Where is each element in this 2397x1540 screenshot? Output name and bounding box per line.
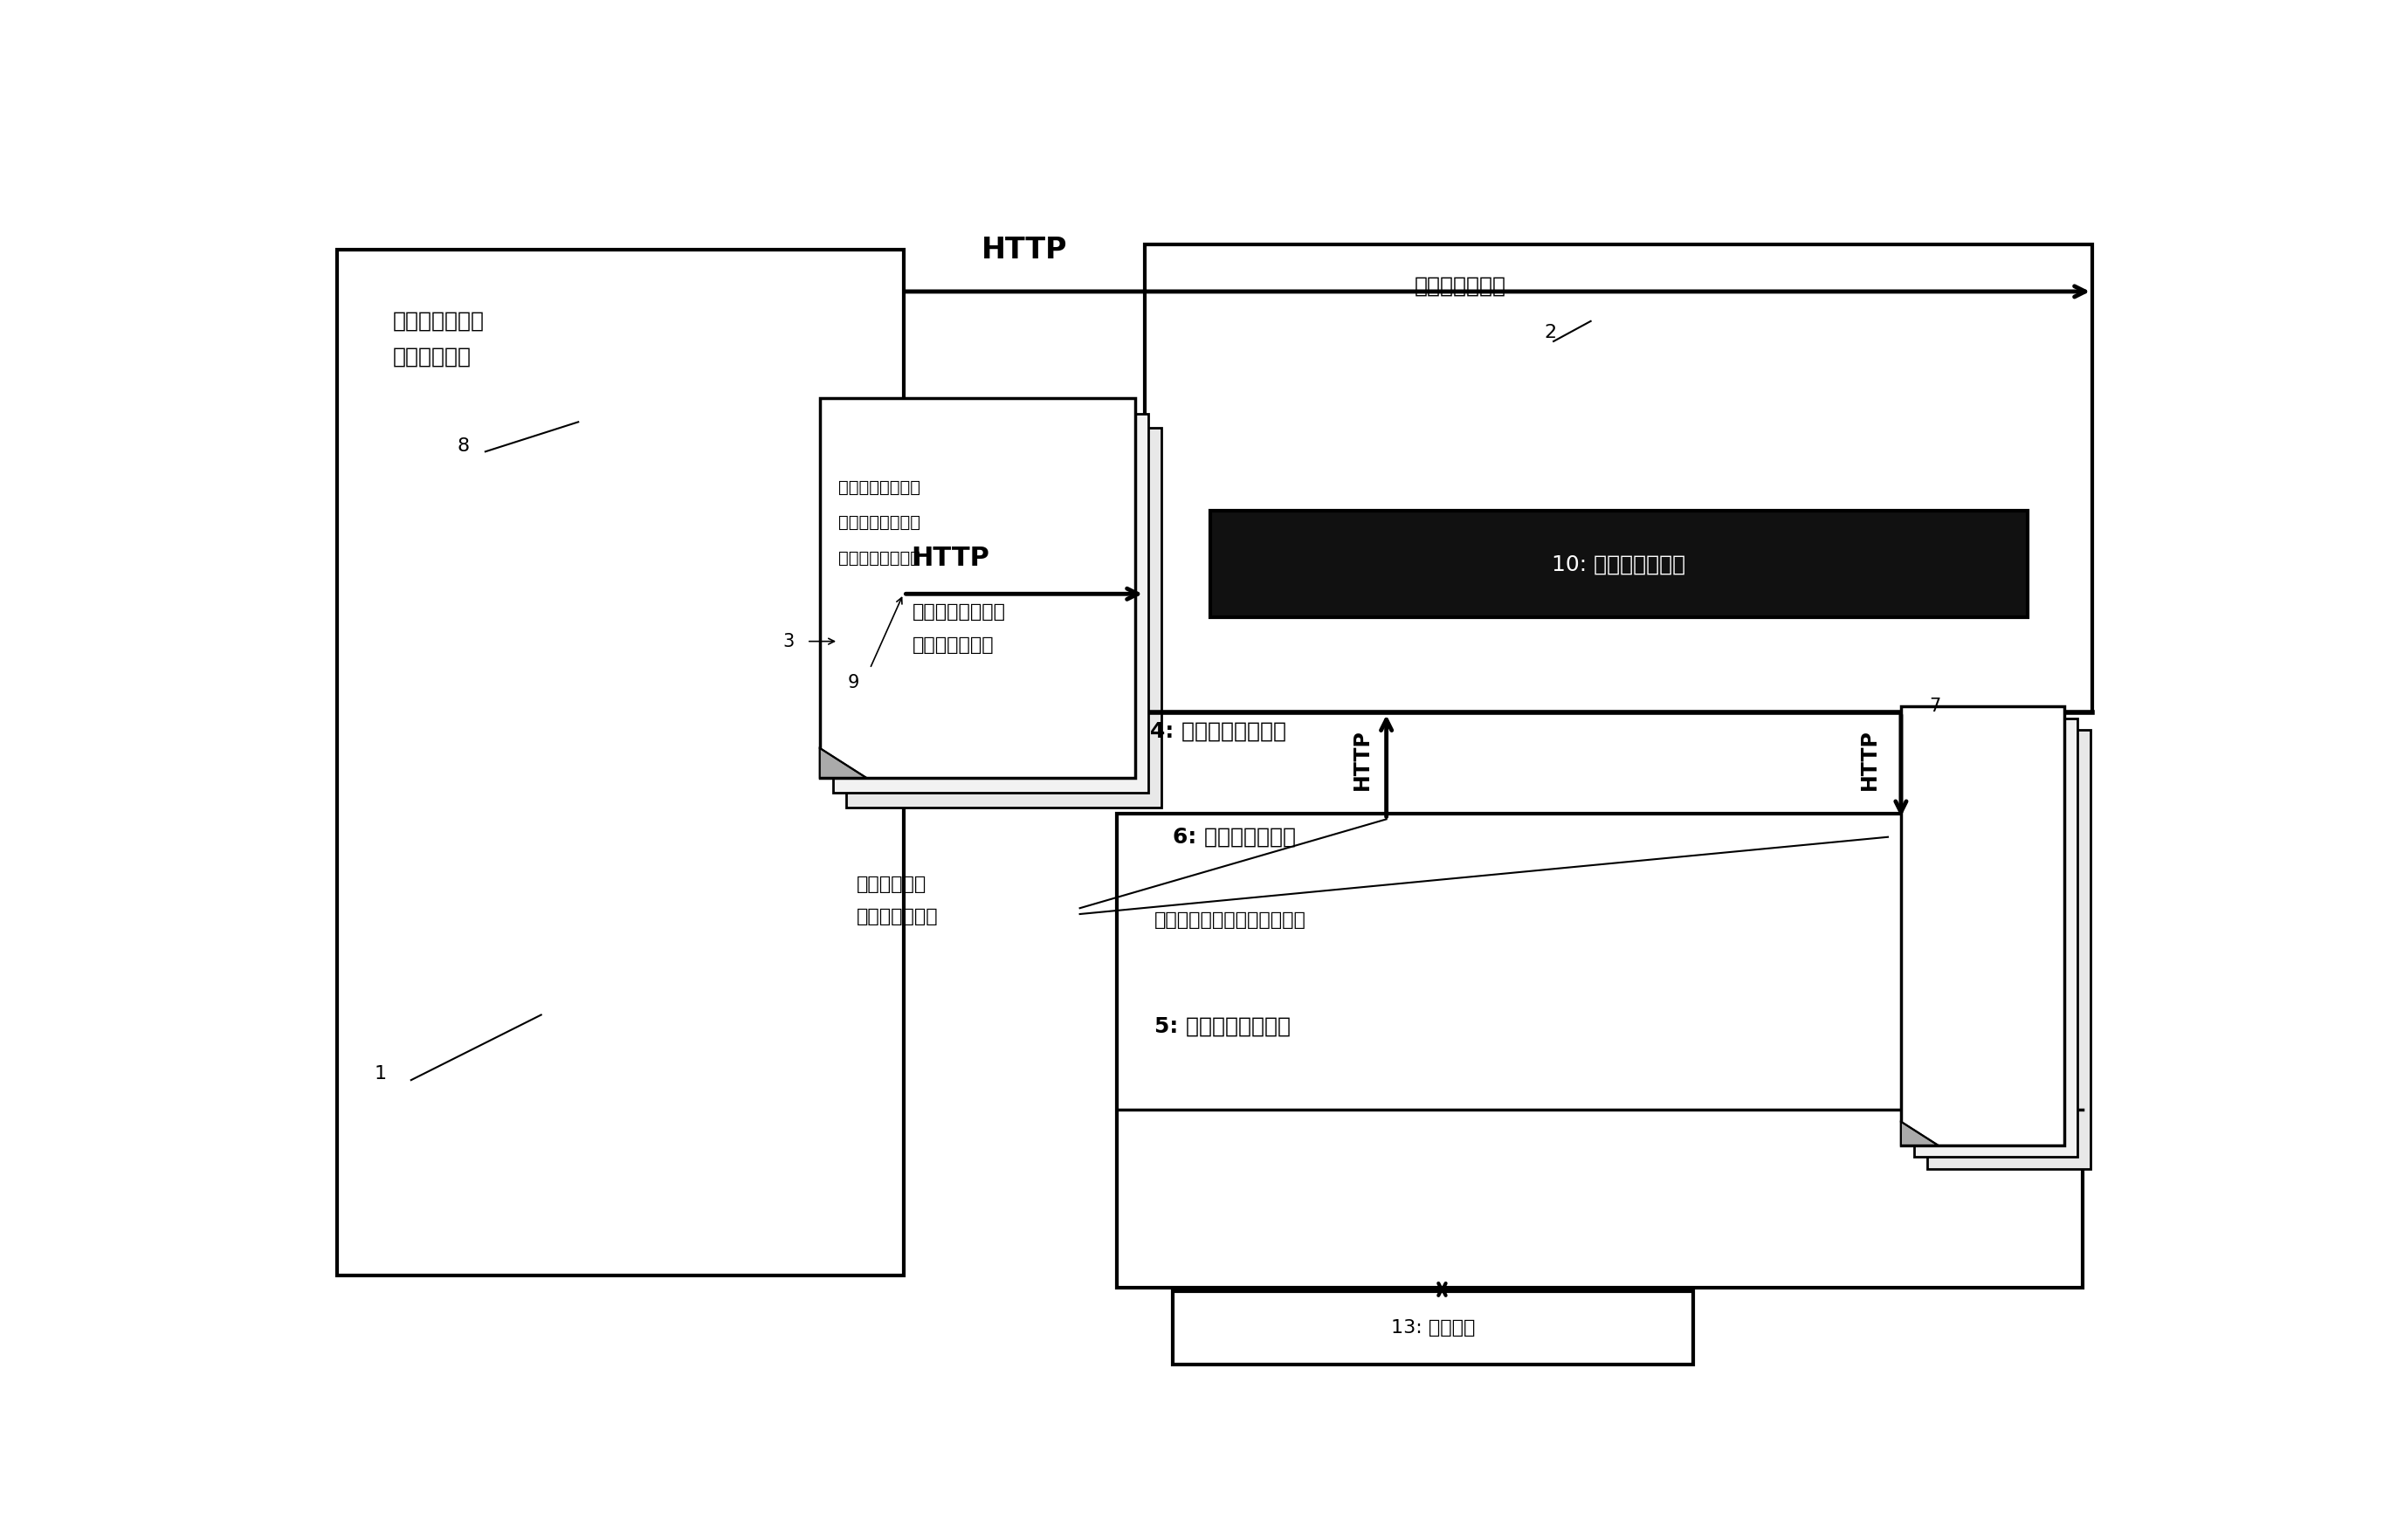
Bar [1901,707,2064,1146]
Text: 7: 7 [1930,698,1942,715]
Text: 2: 2 [1544,325,1556,342]
Polygon shape [820,748,865,778]
Text: 网服务器的万维网: 网服务器的万维网 [839,514,920,531]
Bar [1927,730,2090,1169]
Text: HTTP: HTTP [1860,730,1879,790]
Text: 3: 3 [781,633,793,650]
Text: 1: 1 [374,1066,386,1083]
Text: 6: 内容万维网应用: 6: 内容万维网应用 [1172,827,1297,847]
Text: 程序转发的通信: 程序转发的通信 [858,907,940,926]
Bar [846,428,1163,807]
Text: 代码所需的通信: 代码所需的通信 [913,636,995,653]
Bar [820,399,1136,778]
Text: 5: 内容万维网服务器: 5: 内容万维网服务器 [1155,1016,1290,1038]
Text: 4: 聚集万维网服务器: 4: 聚集万维网服务器 [1151,721,1287,742]
Polygon shape [1901,1121,1939,1146]
Bar [1146,243,2093,713]
Text: 13: 后端资源: 13: 后端资源 [1390,1320,1474,1337]
Bar [1913,718,2078,1157]
Text: 由代理小服务: 由代理小服务 [858,876,928,893]
Bar [832,414,1148,793]
Bar [336,249,904,1275]
Bar [1117,813,2083,1287]
Bar [1210,511,2028,618]
Text: 运行在浏览器中的: 运行在浏览器中的 [913,604,1007,621]
Text: HTTP: HTTP [911,545,990,571]
Text: 9: 9 [849,675,858,691]
Text: 包含来自内容万维: 包含来自内容万维 [839,479,920,496]
Text: 递送万维网内容的万维网应用: 递送万维网内容的万维网应用 [1155,912,1306,929]
Text: 10: 代理小服务程序: 10: 代理小服务程序 [1551,554,1685,574]
Text: 内容的被聚集网页: 内容的被聚集网页 [839,550,920,567]
Text: 8: 8 [458,437,470,454]
Text: HTTP: HTTP [980,236,1067,265]
Bar [1172,1291,1692,1364]
Text: 在万维网浏览器: 在万维网浏览器 [393,311,484,331]
Text: 聚集万维网应用: 聚集万维网应用 [1414,276,1505,296]
Text: HTTP: HTTP [1352,730,1373,790]
Text: 中执行的代码: 中执行的代码 [393,347,472,367]
